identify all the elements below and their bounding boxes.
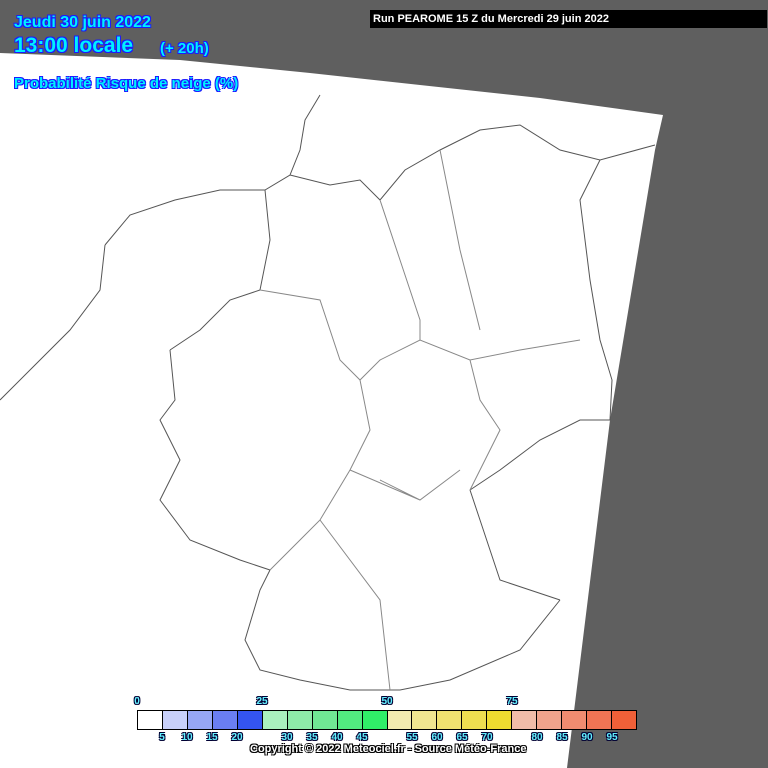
legend-label: 75 (506, 696, 518, 707)
color-legend (137, 710, 637, 730)
legend-label: 25 (256, 696, 268, 707)
lead-time: (+ 20h) (160, 40, 209, 57)
legend-label: 15 (206, 732, 218, 743)
legend-label: 65 (456, 732, 468, 743)
run-banner: Run PEAROME 15 Z du Mercredi 29 juin 202… (370, 10, 767, 28)
legend-label: 35 (306, 732, 318, 743)
legend-swatch (512, 711, 538, 729)
legend-label: 10 (181, 732, 193, 743)
legend-label: 80 (531, 732, 543, 743)
state-borders (259, 149, 581, 691)
legend-label: 70 (481, 732, 493, 743)
legend-label: 45 (356, 732, 368, 743)
legend-label: 90 (581, 732, 593, 743)
legend-swatch (337, 711, 363, 729)
legend-swatch (537, 711, 563, 729)
legend-label: 50 (381, 696, 393, 707)
legend-label: 40 (331, 732, 343, 743)
legend-label: 5 (159, 732, 165, 743)
model-domain (0, 53, 663, 768)
legend-swatch (487, 711, 513, 729)
legend-label: 60 (431, 732, 443, 743)
legend-swatch (287, 711, 313, 729)
legend-swatch (462, 711, 488, 729)
legend-swatch (187, 711, 213, 729)
country-border-netherlands-germany (169, 189, 271, 351)
parameter-title: Probabilité Risque de neige (%) (14, 75, 239, 92)
legend-swatch (612, 711, 637, 729)
legend-swatch (138, 711, 163, 729)
copyright: Copyright © 2022 Meteociel.fr - Source M… (250, 743, 527, 755)
legend-swatch (162, 711, 188, 729)
coastline-belgium (0, 244, 106, 401)
country-border-czech (469, 419, 610, 491)
forecast-time: 13:00 locale (14, 34, 134, 57)
legend-swatch (312, 711, 338, 729)
legend-label: 85 (556, 732, 568, 743)
borders (0, 94, 656, 691)
legend-swatch (387, 711, 413, 729)
legend-label: 95 (606, 732, 618, 743)
legend-swatch (237, 711, 263, 729)
legend-swatch (587, 711, 613, 729)
country-border-germany-west (159, 349, 271, 571)
legend-swatch (212, 711, 238, 729)
legend-label: 20 (231, 732, 243, 743)
legend-label: 55 (406, 732, 418, 743)
legend-swatch (562, 711, 588, 729)
forecast-date: Jeudi 30 juin 2022 (14, 14, 151, 31)
country-border-germany-poland (579, 159, 613, 421)
legend-label: 30 (281, 732, 293, 743)
legend-swatch (362, 711, 388, 729)
legend-swatch (412, 711, 438, 729)
legend-swatch (437, 711, 463, 729)
country-border-austria (244, 489, 561, 691)
legend-swatch (262, 711, 288, 729)
legend-label: 0 (134, 696, 140, 707)
